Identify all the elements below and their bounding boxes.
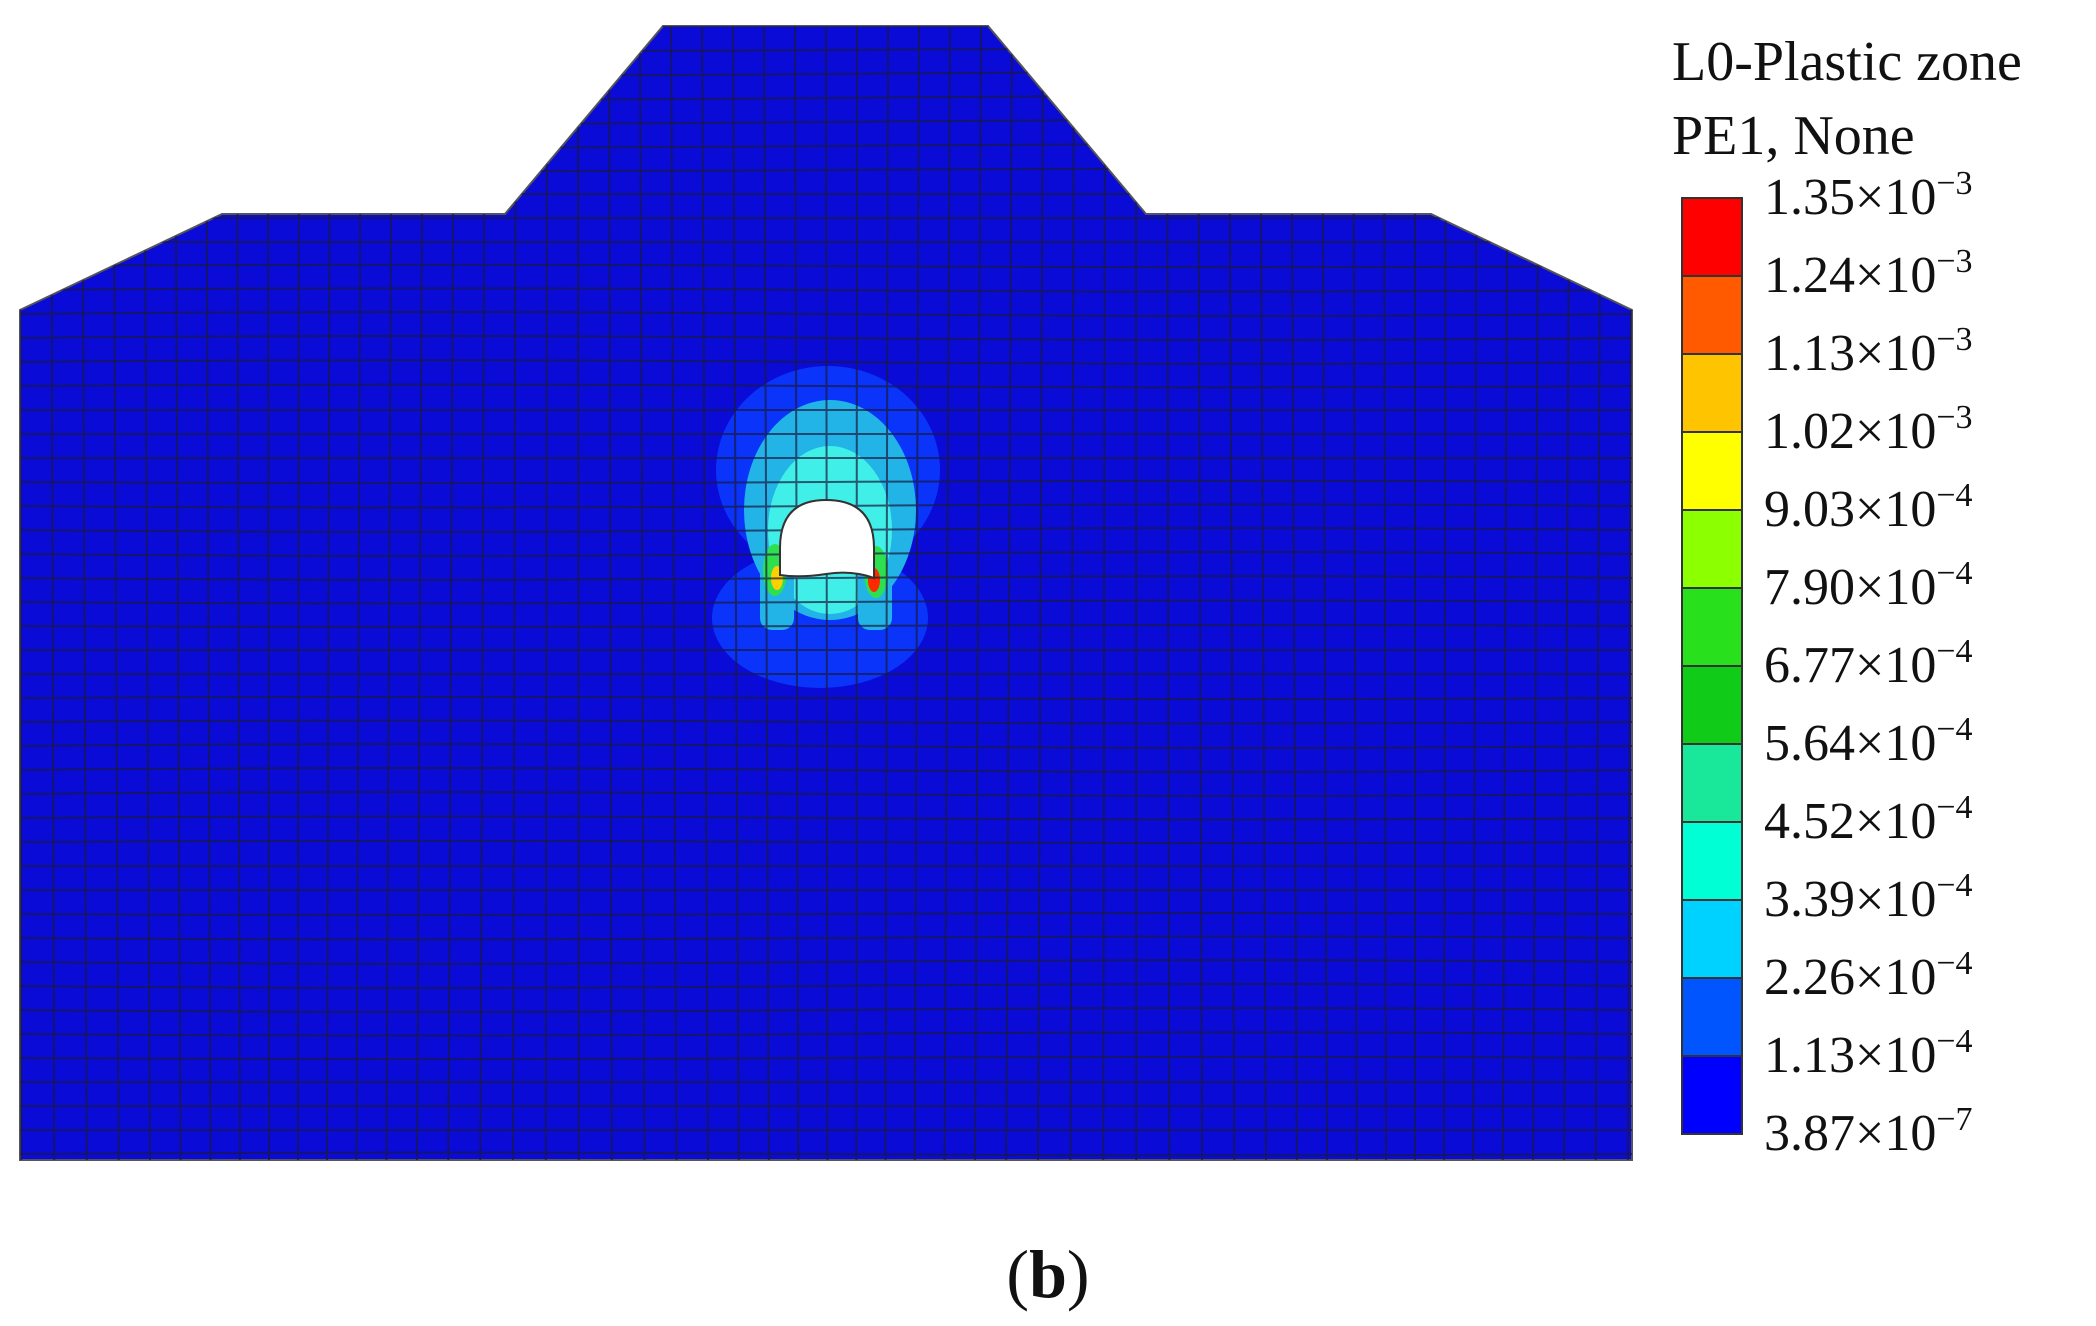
tick-times-ten: ×10: [1855, 871, 1937, 928]
tick-times-ten: ×10: [1855, 559, 1937, 616]
tick-exponent: −4: [1936, 710, 1973, 748]
legend-swatch: [1681, 509, 1743, 589]
legend-tick-label: 4.52×10−4: [1764, 790, 1973, 850]
legend-tick-label: 1.02×10−3: [1764, 400, 1973, 460]
tick-exponent: −4: [1936, 554, 1973, 592]
tick-times-ten: ×10: [1855, 481, 1937, 538]
tick-exponent: −4: [1936, 1022, 1973, 1060]
tick-exponent: −7: [1936, 1100, 1973, 1138]
tick-times-ten: ×10: [1855, 949, 1937, 1006]
tick-times-ten: ×10: [1855, 1027, 1937, 1084]
tick-mantissa: 1.24: [1764, 247, 1855, 304]
legend-tick-label: 9.03×10−4: [1764, 478, 1973, 538]
tick-times-ten: ×10: [1855, 637, 1937, 694]
legend-swatch: [1681, 431, 1743, 511]
figure-caption: (b): [0, 1240, 2096, 1308]
legend-color-bar: [1681, 197, 1743, 1135]
legend-tick-label: 1.13×10−3: [1764, 322, 1973, 382]
tick-mantissa: 5.64: [1764, 715, 1855, 772]
caption-open: (: [1006, 1236, 1030, 1312]
tick-times-ten: ×10: [1855, 169, 1937, 226]
legend-swatch: [1681, 821, 1743, 901]
legend-tick-label: 6.77×10−4: [1764, 634, 1973, 694]
tick-mantissa: 1.02: [1764, 403, 1855, 460]
tick-exponent: −4: [1936, 632, 1973, 670]
tick-exponent: −4: [1936, 476, 1973, 514]
tunnel-opening: [779, 498, 875, 580]
tick-mantissa: 1.13: [1764, 325, 1855, 382]
caption-label: b: [1029, 1236, 1067, 1312]
tick-mantissa: 6.77: [1764, 637, 1855, 694]
legend-tick-label: 3.39×10−4: [1764, 868, 1973, 928]
tick-times-ten: ×10: [1855, 247, 1937, 304]
legend-swatch: [1681, 587, 1743, 667]
legend-tick-labels: 1.35×10−3 1.24×10−3 1.13×10−3 1.02×10−3 9.03…: [1764, 0, 2094, 1200]
tick-exponent: −3: [1936, 320, 1973, 358]
legend-subtitle: PE1, None: [1672, 105, 1915, 167]
legend-tick-label: 3.87×10−7: [1764, 1102, 1973, 1162]
tick-mantissa: 3.39: [1764, 871, 1855, 928]
legend-swatch: [1681, 1055, 1743, 1135]
tick-mantissa: 9.03: [1764, 481, 1855, 538]
legend-tick-label: 2.26×10−4: [1764, 946, 1973, 1006]
tick-exponent: −3: [1936, 164, 1973, 202]
legend-swatch: [1681, 977, 1743, 1057]
tick-mantissa: 1.13: [1764, 1027, 1855, 1084]
legend-swatch: [1681, 665, 1743, 745]
tick-times-ten: ×10: [1855, 325, 1937, 382]
tick-mantissa: 3.87: [1764, 1105, 1855, 1162]
legend-tick-label: 7.90×10−4: [1764, 556, 1973, 616]
legend-swatch: [1681, 275, 1743, 355]
tick-exponent: −3: [1936, 398, 1973, 436]
tick-exponent: −3: [1936, 242, 1973, 280]
legend-swatch: [1681, 353, 1743, 433]
legend-tick-label: 1.35×10−3: [1764, 166, 1973, 226]
tick-times-ten: ×10: [1855, 715, 1937, 772]
tick-mantissa: 4.52: [1764, 793, 1855, 850]
legend-tick-label: 1.13×10−4: [1764, 1024, 1973, 1084]
tick-mantissa: 2.26: [1764, 949, 1855, 1006]
tick-times-ten: ×10: [1855, 403, 1937, 460]
tick-exponent: −4: [1936, 944, 1973, 982]
tick-mantissa: 1.35: [1764, 169, 1855, 226]
tick-exponent: −4: [1936, 866, 1973, 904]
legend-title: L0-Plastic zone: [1672, 31, 2022, 93]
legend-swatch: [1681, 197, 1743, 277]
legend-swatch: [1681, 743, 1743, 823]
finite-element-model: [19, 25, 1633, 1161]
tick-exponent: −4: [1936, 788, 1973, 826]
tick-mantissa: 7.90: [1764, 559, 1855, 616]
tick-times-ten: ×10: [1855, 793, 1937, 850]
legend-swatch: [1681, 899, 1743, 979]
tick-times-ten: ×10: [1855, 1105, 1937, 1162]
caption-close: ): [1066, 1236, 1090, 1312]
legend-tick-label: 5.64×10−4: [1764, 712, 1973, 772]
legend-tick-label: 1.24×10−3: [1764, 244, 1973, 304]
